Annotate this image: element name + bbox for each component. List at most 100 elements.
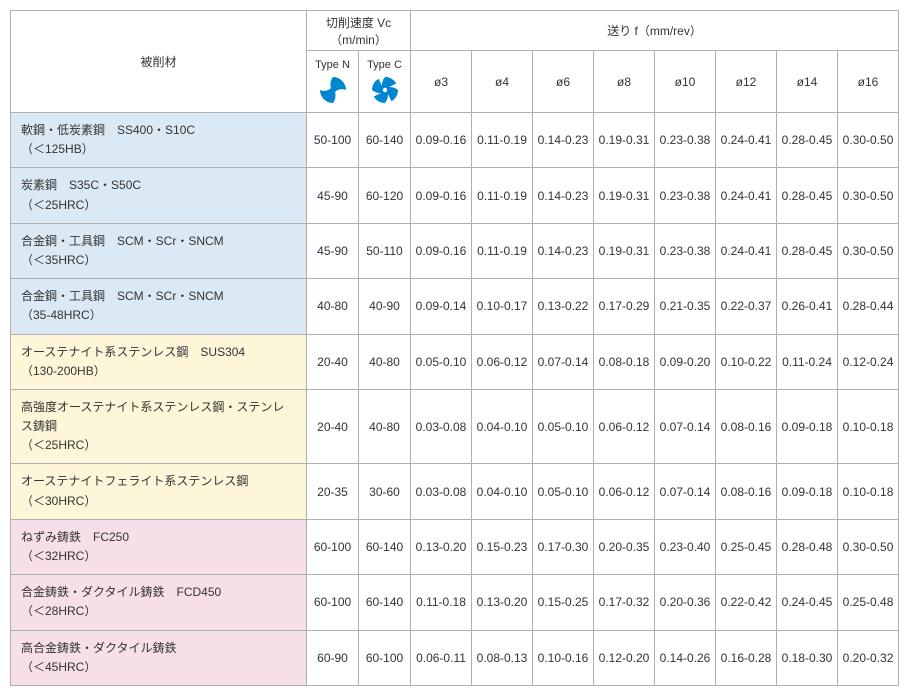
feed-cell: 0.06-0.12 [472,334,533,389]
feed-cell: 0.10-0.16 [533,630,594,685]
feed-cell: 0.10-0.18 [838,389,899,464]
header-d3: ø3 [411,51,472,113]
feed-cell: 0.23-0.38 [655,223,716,278]
header-vc: 切削速度 Vc （m/min） [307,11,411,51]
feed-cell: 0.12-0.20 [594,630,655,685]
feed-cell: 0.03-0.08 [411,464,472,519]
material-cell: オーステナイト系ステンレス鋼 SUS304（130-200HB） [11,334,307,389]
feed-cell: 0.13-0.20 [411,519,472,574]
feed-cell: 0.22-0.37 [716,279,777,334]
feed-cell: 0.28-0.44 [838,279,899,334]
feed-cell: 0.28-0.45 [777,168,838,223]
feed-cell: 0.07-0.14 [655,389,716,464]
feed-cell: 0.06-0.12 [594,389,655,464]
material-line2: （35-48HRC） [21,308,102,322]
feed-cell: 0.20-0.32 [838,630,899,685]
feed-cell: 0.24-0.41 [716,223,777,278]
material-cell: 軟鋼・低炭素鋼 SS400・S10C（＜125HB） [11,113,307,168]
vc-c-cell: 50-110 [359,223,411,278]
feed-cell: 0.07-0.14 [655,464,716,519]
vc-c-cell: 60-100 [359,630,411,685]
feed-cell: 0.06-0.12 [594,464,655,519]
feed-cell: 0.08-0.18 [594,334,655,389]
vc-c-cell: 60-120 [359,168,411,223]
feed-cell: 0.15-0.25 [533,575,594,630]
feed-cell: 0.21-0.35 [655,279,716,334]
table-row: オーステナイトフェライト系ステンレス鋼（＜30HRC）20-3530-600.0… [11,464,899,519]
feed-cell: 0.05-0.10 [411,334,472,389]
feed-cell: 0.20-0.36 [655,575,716,630]
material-line1: 炭素鋼 S35C・S50C [21,178,141,192]
material-cell: 合金鋼・工具鋼 SCM・SCr・SNCM（＜35HRC） [11,223,307,278]
feed-cell: 0.05-0.10 [533,389,594,464]
vc-n-cell: 45-90 [307,223,359,278]
vc-n-cell: 60-100 [307,575,359,630]
feed-cell: 0.25-0.48 [838,575,899,630]
material-line2: （＜28HRC） [21,604,96,618]
feed-cell: 0.09-0.18 [777,389,838,464]
feed-cell: 0.24-0.41 [716,113,777,168]
feed-cell: 0.09-0.16 [411,168,472,223]
feed-cell: 0.11-0.19 [472,168,533,223]
header-d10: ø10 [655,51,716,113]
vc-c-cell: 60-140 [359,575,411,630]
material-line2: （＜25HRC） [21,198,96,212]
feed-cell: 0.19-0.31 [594,113,655,168]
cutting-parameters-table: 被削材 切削速度 Vc （m/min） 送り f（mm/rev） Type N … [10,10,899,686]
material-line2: （＜125HB） [21,142,94,156]
table-body: 軟鋼・低炭素鋼 SS400・S10C（＜125HB）50-10060-1400.… [11,113,899,686]
feed-cell: 0.30-0.50 [838,168,899,223]
feed-cell: 0.12-0.24 [838,334,899,389]
header-d14: ø14 [777,51,838,113]
feed-cell: 0.11-0.19 [472,223,533,278]
feed-cell: 0.17-0.29 [594,279,655,334]
feed-cell: 0.23-0.38 [655,168,716,223]
header-d8: ø8 [594,51,655,113]
feed-cell: 0.10-0.22 [716,334,777,389]
vc-n-cell: 20-40 [307,334,359,389]
feed-cell: 0.28-0.48 [777,519,838,574]
feed-cell: 0.09-0.16 [411,113,472,168]
feed-cell: 0.14-0.23 [533,223,594,278]
header-d12: ø12 [716,51,777,113]
header-material: 被削材 [11,11,307,113]
header-feed: 送り f（mm/rev） [411,11,899,51]
feed-cell: 0.19-0.31 [594,168,655,223]
feed-cell: 0.07-0.14 [533,334,594,389]
feed-cell: 0.11-0.19 [472,113,533,168]
material-line1: 高合金鋳鉄・ダクタイル鋳鉄 [21,641,177,655]
type-n-label: Type N [307,53,358,71]
type-n-icon [318,75,348,105]
type-c-label: Type C [359,53,410,71]
header-d4: ø4 [472,51,533,113]
feed-cell: 0.25-0.45 [716,519,777,574]
feed-cell: 0.09-0.16 [411,223,472,278]
feed-cell: 0.19-0.31 [594,223,655,278]
material-line2: （130-200HB） [21,364,106,378]
feed-cell: 0.14-0.23 [533,113,594,168]
vc-c-cell: 40-80 [359,334,411,389]
feed-cell: 0.28-0.45 [777,223,838,278]
header-type-n: Type N [307,51,359,113]
feed-cell: 0.23-0.38 [655,113,716,168]
table-row: オーステナイト系ステンレス鋼 SUS304（130-200HB）20-4040-… [11,334,899,389]
feed-cell: 0.17-0.32 [594,575,655,630]
table-row: ねずみ鋳鉄 FC250（＜32HRC）60-10060-1400.13-0.20… [11,519,899,574]
feed-cell: 0.09-0.20 [655,334,716,389]
feed-cell: 0.11-0.18 [411,575,472,630]
table-row: 合金鋼・工具鋼 SCM・SCr・SNCM（35-48HRC）40-8040-90… [11,279,899,334]
table-row: 合金鋳鉄・ダクタイル鋳鉄 FCD450（＜28HRC）60-10060-1400… [11,575,899,630]
feed-cell: 0.28-0.45 [777,113,838,168]
material-line2: （＜30HRC） [21,494,96,508]
feed-cell: 0.15-0.23 [472,519,533,574]
feed-cell: 0.30-0.50 [838,223,899,278]
feed-cell: 0.30-0.50 [838,113,899,168]
material-cell: 合金鋼・工具鋼 SCM・SCr・SNCM（35-48HRC） [11,279,307,334]
vc-n-cell: 50-100 [307,113,359,168]
vc-c-cell: 60-140 [359,113,411,168]
feed-cell: 0.08-0.16 [716,389,777,464]
feed-cell: 0.24-0.45 [777,575,838,630]
table-row: 炭素鋼 S35C・S50C（＜25HRC）45-9060-1200.09-0.1… [11,168,899,223]
feed-cell: 0.03-0.08 [411,389,472,464]
feed-cell: 0.04-0.10 [472,389,533,464]
